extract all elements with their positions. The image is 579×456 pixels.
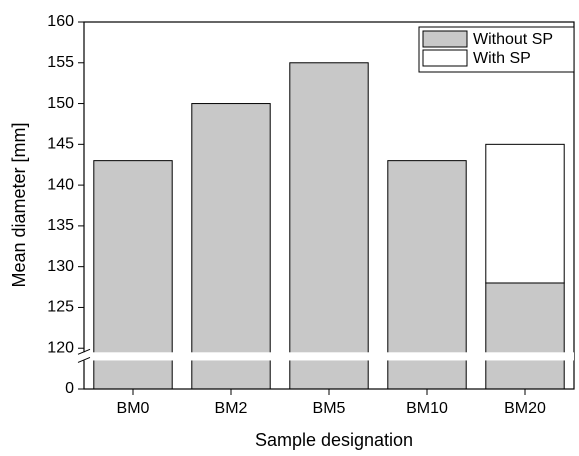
y-tick-label: 125 [47,299,74,316]
bar [93,160,173,390]
y-tick-label: 0 [65,380,74,397]
legend-label: With SP [473,50,531,67]
bar [485,282,565,390]
y-tick-label: 150 [47,95,74,112]
y-axis-title: Mean diameter [mm] [9,122,29,287]
axis-break-gap [78,352,574,361]
legend-label: Without SP [473,31,553,48]
bar [387,160,467,390]
y-tick-label: 130 [47,258,74,275]
y-tick-label: 140 [47,176,74,193]
legend-swatch [422,49,468,67]
y-tick-label: 160 [47,13,74,30]
bar [191,103,271,390]
legend-swatch [422,30,468,48]
x-tick-label: BM2 [215,400,248,417]
x-axis-title: Sample designation [255,430,413,450]
x-tick-label: BM0 [117,400,150,417]
x-tick-label: BM20 [504,400,546,417]
axis-break-mark [77,348,91,355]
x-tick-label: BM10 [406,400,448,417]
y-tick-label: 155 [47,54,74,71]
y-tick-label: 145 [47,136,74,153]
axis-break-mark [77,356,91,363]
bar [289,62,369,390]
y-tick-label: 120 [47,339,74,356]
x-tick-label: BM5 [313,400,346,417]
bar [485,143,565,284]
y-tick-label: 135 [47,217,74,234]
